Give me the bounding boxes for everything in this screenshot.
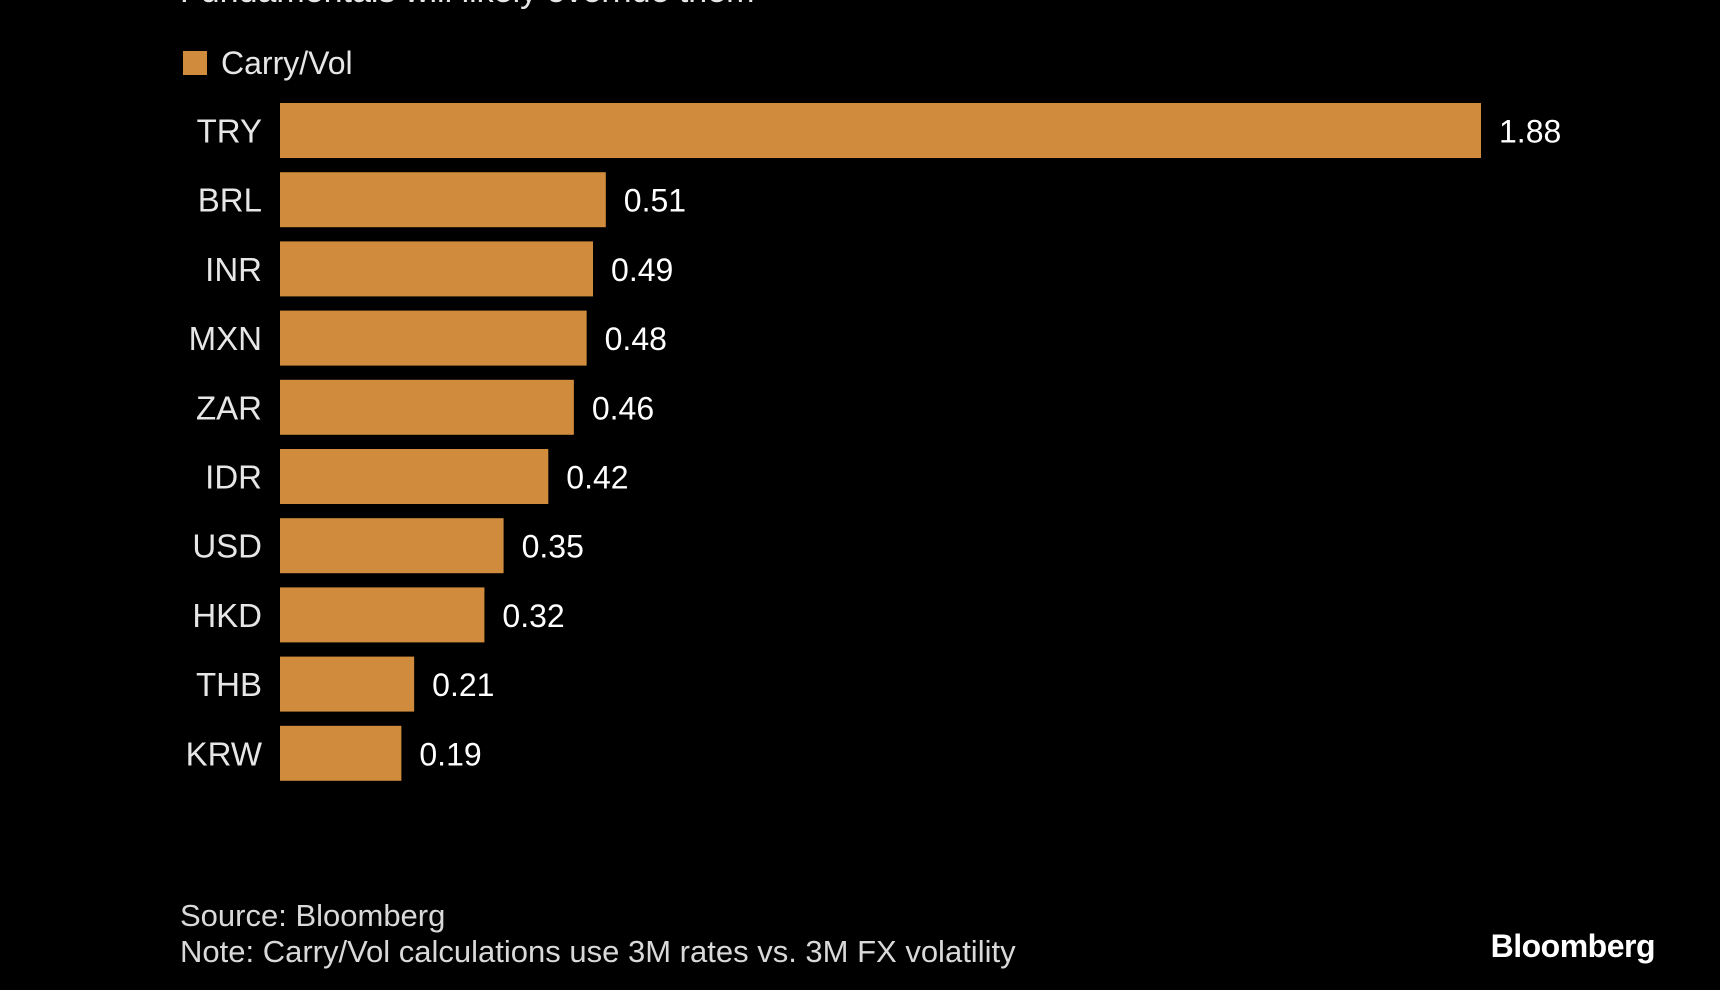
category-label-mxn: MXN: [189, 320, 262, 357]
category-label-zar: ZAR: [196, 389, 262, 426]
value-label-usd: 0.35: [522, 529, 584, 565]
category-label-try: TRY: [197, 113, 262, 150]
category-label-krw: KRW: [186, 735, 263, 772]
value-label-hkd: 0.32: [502, 598, 564, 634]
legend: Carry/Vol: [183, 46, 353, 80]
bar-inr: [280, 241, 594, 297]
category-label-thb: THB: [196, 666, 262, 703]
note-text: Note: Carry/Vol calculations use 3M rate…: [180, 934, 1016, 969]
bar-thb: [280, 656, 415, 712]
category-label-usd: USD: [192, 528, 262, 565]
bar-usd: [280, 518, 504, 574]
category-label-inr: INR: [205, 251, 262, 288]
bar-mxn: [280, 310, 587, 366]
bloomberg-logo: Bloomberg: [1490, 928, 1656, 964]
value-label-try: 1.88: [1499, 114, 1561, 150]
footer: Source: Bloomberg Note: Carry/Vol calcul…: [180, 898, 1016, 970]
bar-try: [280, 103, 1481, 158]
bar-zar: [280, 379, 574, 435]
bar-hkd: [280, 587, 485, 643]
category-label-hkd: HKD: [192, 597, 262, 634]
legend-swatch: [183, 51, 207, 75]
value-label-brl: 0.51: [624, 183, 686, 219]
value-label-idr: 0.42: [566, 460, 628, 496]
bar-brl: [280, 172, 606, 228]
category-label-brl: BRL: [198, 182, 262, 219]
source-text: Source: Bloomberg: [180, 898, 446, 933]
legend-label: Carry/Vol: [221, 45, 353, 81]
value-label-thb: 0.21: [432, 667, 494, 703]
value-label-krw: 0.19: [419, 736, 481, 772]
category-label-idr: IDR: [205, 459, 262, 496]
chart-subtitle: Fundamentals will likely override them: [180, 0, 754, 8]
value-label-zar: 0.46: [592, 390, 654, 426]
bar-krw: [280, 725, 402, 781]
value-label-mxn: 0.48: [605, 321, 667, 357]
bar-idr: [280, 449, 549, 504]
value-label-inr: 0.49: [611, 252, 673, 288]
